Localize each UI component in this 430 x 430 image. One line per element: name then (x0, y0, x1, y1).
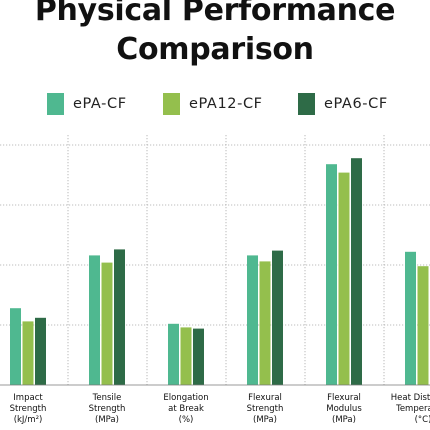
x-tick-label-cat5-line1: Flexural (327, 393, 361, 403)
bar-epa12-cf-cat6 (417, 266, 429, 385)
x-tick-label-cat3-line3: (%) (179, 415, 194, 425)
chart-title-line1: Physical Performance (34, 0, 396, 28)
bar-epa12-cf-cat5 (338, 172, 350, 385)
legend-swatch-epa-cf (47, 93, 64, 115)
bar-epa6-cf-cat4 (272, 250, 283, 385)
bar-epa12-cf-cat3 (180, 327, 192, 385)
bar-epa12-cf-cat4 (259, 261, 271, 385)
x-tick-label-cat4-line1: Flexural (248, 393, 282, 403)
x-tick-label-cat1-line2: Strength (10, 404, 47, 414)
bar-epa12-cf-cat1 (22, 321, 34, 385)
legend-swatch-epa12-cf (163, 93, 180, 115)
legend-item-epa6-cf: ePA6-CF (298, 91, 388, 117)
x-tick-label-cat2-line2: Strength (89, 404, 126, 414)
bar-epa-cf-cat3 (168, 323, 179, 385)
x-tick-label-cat3-line2: at Break (168, 404, 204, 414)
legend-swatch-epa6-cf (298, 93, 315, 115)
x-tick-label-cat1-line1: Impact (13, 393, 43, 403)
legend: ePA-CF ePA12-CF ePA6-CF (0, 91, 430, 117)
bar-epa-cf-cat6 (405, 251, 416, 385)
x-tick-label-cat6-line1: Heat Distortion (391, 393, 430, 403)
legend-item-epa-cf: ePA-CF (47, 91, 127, 117)
legend-item-epa12-cf: ePA12-CF (163, 91, 263, 117)
bar-epa-cf-cat1 (10, 308, 21, 385)
bar-epa-cf-cat4 (247, 255, 258, 385)
bar-epa6-cf-cat2 (114, 249, 125, 385)
x-tick-label-cat4-line3: (MPa) (253, 415, 277, 425)
x-tick-label-cat6-line3: (°C) (415, 415, 430, 425)
x-tick-label-cat5-line2: Modulus (326, 404, 362, 414)
x-tick-label-cat1-line3: (kJ/m²) (14, 415, 43, 425)
bar-epa6-cf-cat5 (351, 158, 362, 385)
bar-epa-cf-cat2 (89, 255, 100, 385)
legend-label-epa-cf: ePA-CF (73, 96, 127, 112)
x-tick-label-cat4-line2: Strength (247, 404, 284, 414)
x-tick-label-cat3-line1: Elongation (163, 393, 208, 403)
bar-epa-cf-cat5 (326, 164, 337, 385)
bar-epa6-cf-cat1 (35, 317, 46, 385)
x-tick-label-cat5-line3: (MPa) (332, 415, 356, 425)
bar-epa6-cf-cat3 (193, 328, 204, 385)
x-tick-label-cat6-line2: Temperature (395, 404, 430, 414)
legend-label-epa6-cf: ePA6-CF (324, 96, 388, 112)
legend-label-epa12-cf: ePA12-CF (189, 96, 263, 112)
x-tick-label-cat2-line1: Tensile (92, 393, 122, 403)
x-tick-label-cat2-line3: (MPa) (95, 415, 119, 425)
chart-title-line2: Comparison (116, 32, 314, 67)
bar-epa12-cf-cat2 (101, 262, 113, 385)
